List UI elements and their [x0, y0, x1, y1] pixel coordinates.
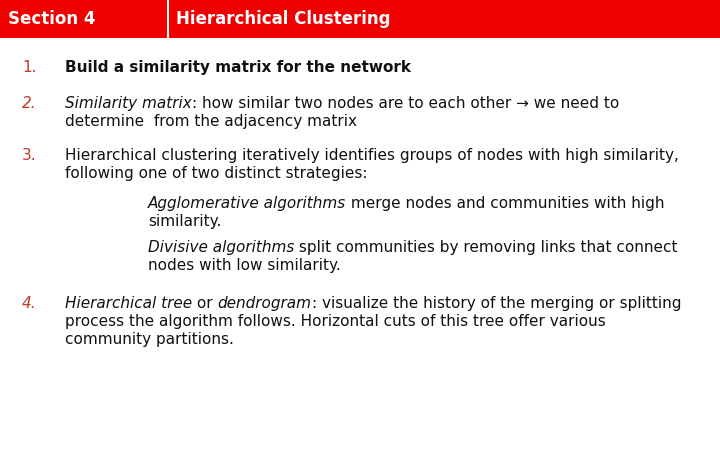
Text: Divisive algorithms: Divisive algorithms: [148, 240, 294, 255]
Text: Agglomerative algorithms: Agglomerative algorithms: [148, 196, 346, 211]
Text: Section 4: Section 4: [8, 10, 96, 28]
Text: Hierarchical tree: Hierarchical tree: [65, 296, 192, 311]
Text: nodes with low similarity.: nodes with low similarity.: [148, 258, 341, 273]
Text: similarity.: similarity.: [148, 214, 221, 229]
Text: 2.: 2.: [22, 96, 37, 111]
Text: process the algorithm follows. Horizontal cuts of this tree offer various: process the algorithm follows. Horizonta…: [65, 314, 606, 329]
Text: dendrogram: dendrogram: [217, 296, 312, 311]
Text: or: or: [192, 296, 217, 311]
Text: Hierarchical Clustering: Hierarchical Clustering: [176, 10, 390, 28]
Bar: [0, 0, 720, 38]
Text: split communities by removing links that connect: split communities by removing links that…: [294, 240, 678, 255]
Text: Similarity matrix: Similarity matrix: [65, 96, 192, 111]
Text: community partitions.: community partitions.: [65, 332, 234, 347]
Text: determine  from the adjacency matrix: determine from the adjacency matrix: [65, 114, 357, 129]
Text: Build a similarity matrix for the network: Build a similarity matrix for the networ…: [65, 60, 411, 75]
Text: following one of two distinct strategies:: following one of two distinct strategies…: [65, 166, 367, 181]
Text: merge nodes and communities with high: merge nodes and communities with high: [346, 196, 665, 211]
Text: 1.: 1.: [22, 60, 37, 75]
Text: : how similar two nodes are to each other → we need to: : how similar two nodes are to each othe…: [192, 96, 619, 111]
Text: Hierarchical clustering iteratively identifies groups of nodes with high similar: Hierarchical clustering iteratively iden…: [65, 148, 679, 163]
Text: 3.: 3.: [22, 148, 37, 163]
Text: 4.: 4.: [22, 296, 37, 311]
Text: : visualize the history of the merging or splitting: : visualize the history of the merging o…: [312, 296, 681, 311]
